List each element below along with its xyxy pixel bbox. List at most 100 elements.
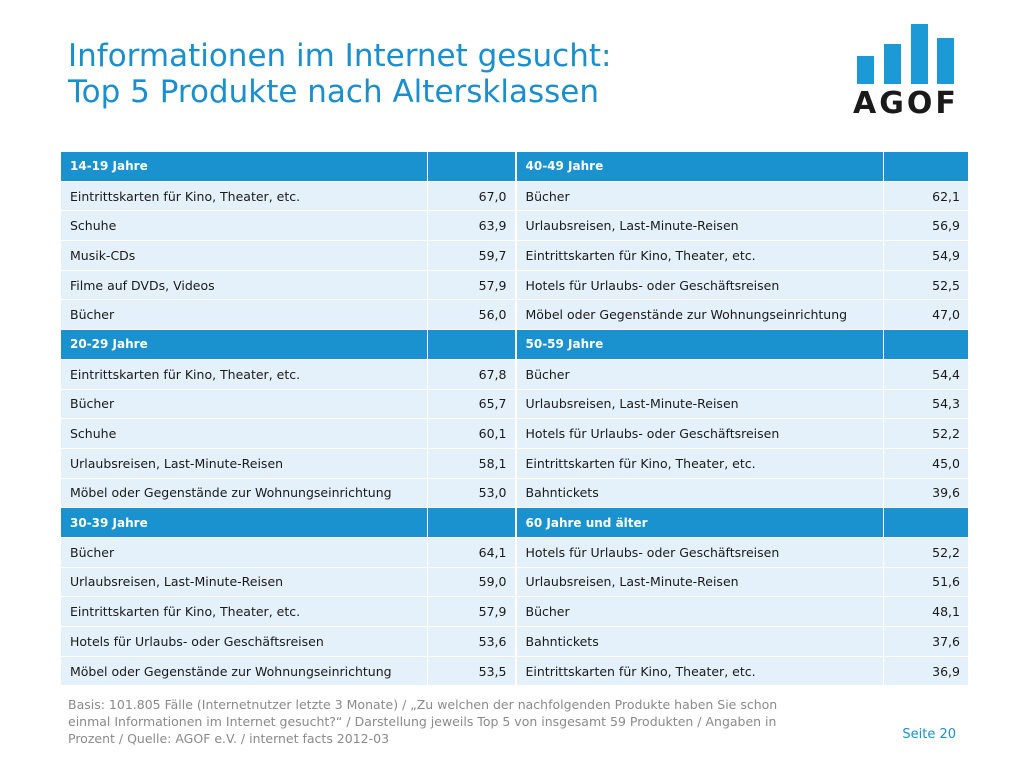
table-row: Eintrittskarten für Kino, Theater, etc. 5… [60,596,969,627]
left-product-name: Hotels für Urlaubs- oder Geschäftsreisen [60,626,428,657]
left-age-group-label: 14-19 Jahre [60,151,428,182]
section-header-row: 20-29 Jahre 50-59 Jahre [60,329,969,360]
right-product-name: Hotels für Urlaubs- oder Geschäftsreisen [515,269,884,301]
left-product-name: Möbel oder Gegenstände zur Wohnungseinri… [60,477,428,509]
right-product-value: 37,6 [883,626,969,657]
left-product-name: Filme auf DVDs, Videos [60,269,428,301]
right-product-name: Bücher [515,358,884,390]
right-product-name: Bahntickets [515,477,884,509]
left-product-name: Bücher [60,536,428,568]
table-row: Musik-CDs 59,7 Eintrittskarten für Kino, T… [60,240,969,271]
left-product-value: 57,9 [427,269,517,301]
left-product-value: 53,6 [427,626,517,657]
left-age-group-label: 30-39 Jahre [60,507,428,538]
table-row: Bücher 65,7 Urlaubsreisen, Last-Minute-Rei… [60,388,969,420]
right-product-name: Urlaubsreisen, Last-Minute-Reisen [515,210,884,242]
left-product-name: Bücher [60,388,428,420]
logo-text: AGOF [853,86,959,121]
table-row: Eintrittskarten für Kino, Theater, etc. 6… [60,358,969,390]
left-product-name: Urlaubsreisen, Last-Minute-Reisen [60,447,428,479]
left-product-value: 53,5 [427,655,517,687]
table-row: Bücher 64,1 Hotels für Urlaubs- oder Gesch… [60,536,969,568]
left-product-value: 60,1 [427,418,517,449]
right-product-name: Eintrittskarten für Kino, Theater, etc. [515,655,884,687]
footnote: Basis: 101.805 Fälle (Internetnutzer let… [68,696,828,747]
left-header-spacer [427,507,517,538]
section-header-row: 14-19 Jahre 40-49 Jahre [60,151,969,182]
right-product-value: 62,1 [883,180,969,212]
table-row: Schuhe 63,9 Urlaubsreisen, Last-Minute-Rei… [60,210,969,242]
left-product-value: 57,9 [427,596,517,627]
left-product-name: Möbel oder Gegenstände zur Wohnungseinri… [60,655,428,687]
section-header-row: 30-39 Jahre 60 Jahre und älter [60,507,969,538]
table-row: Schuhe 60,1 Hotels für Urlaubs- oder Gesch… [60,418,969,449]
left-product-value: 65,7 [427,388,517,420]
right-product-name: Urlaubsreisen, Last-Minute-Reisen [515,388,884,420]
right-age-group-label: 40-49 Jahre [515,151,884,182]
right-product-name: Eintrittskarten für Kino, Theater, etc. [515,240,884,271]
table-row: Urlaubsreisen, Last-Minute-Reisen 58,1 Ein… [60,447,969,479]
footnote-line-3: Prozent / Quelle: AGOF e.V. / internet f… [68,731,390,746]
right-age-group-label: 50-59 Jahre [515,329,884,360]
right-product-value: 52,5 [883,269,969,301]
left-product-name: Eintrittskarten für Kino, Theater, etc. [60,358,428,390]
left-product-name: Eintrittskarten für Kino, Theater, etc. [60,596,428,627]
page-title: Informationen im Internet gesucht: Top 5… [68,38,611,110]
table-row: Eintrittskarten für Kino, Theater, etc. 6… [60,180,969,212]
left-product-name: Eintrittskarten für Kino, Theater, etc. [60,180,428,212]
table-body: 14-19 Jahre 40-49 Jahre Eintrittskarten fü… [60,151,969,687]
right-product-name: Urlaubsreisen, Last-Minute-Reisen [515,566,884,598]
left-product-value: 63,9 [427,210,517,242]
left-product-value: 64,1 [427,536,517,568]
right-header-spacer [883,329,969,360]
age-group-table: 14-19 Jahre 40-49 Jahre Eintrittskarten fü… [60,151,969,687]
logo-bar-1 [857,56,874,84]
title-line-2: Top 5 Produkte nach Altersklassen [68,74,599,110]
title-line-1: Informationen im Internet gesucht: [68,38,612,74]
right-product-value: 52,2 [883,418,969,449]
left-header-spacer [427,151,517,182]
left-product-value: 67,8 [427,358,517,390]
left-product-value: 53,0 [427,477,517,509]
right-product-value: 36,9 [883,655,969,687]
table-row: Hotels für Urlaubs- oder Geschäftsreisen… [60,626,969,657]
logo-bar-3 [911,24,928,84]
right-product-value: 52,2 [883,536,969,568]
right-product-value: 47,0 [883,299,969,331]
page-number: Seite 20 [902,727,956,742]
right-product-name: Hotels für Urlaubs- oder Geschäftsreisen [515,536,884,568]
left-product-name: Musik-CDs [60,240,428,271]
right-product-name: Eintrittskarten für Kino, Theater, etc. [515,447,884,479]
right-product-value: 48,1 [883,596,969,627]
right-product-value: 45,0 [883,447,969,479]
right-product-value: 54,3 [883,388,969,420]
table-row: Urlaubsreisen, Last-Minute-Reisen 59,0 Url… [60,566,969,598]
footnote-line-2: einmal Informationen im Internet gesucht… [68,714,777,729]
right-product-name: Bücher [515,596,884,627]
logo-bar-2 [884,44,901,84]
left-product-name: Urlaubsreisen, Last-Minute-Reisen [60,566,428,598]
left-product-value: 59,7 [427,240,517,271]
left-product-name: Bücher [60,299,428,331]
logo-bar-4 [937,38,954,84]
left-product-name: Schuhe [60,418,428,449]
left-age-group-label: 20-29 Jahre [60,329,428,360]
left-product-value: 67,0 [427,180,517,212]
right-product-name: Möbel oder Gegenstände zur Wohnungseinri… [515,299,884,331]
right-header-spacer [883,507,969,538]
right-product-name: Hotels für Urlaubs- oder Geschäftsreisen [515,418,884,449]
right-product-name: Bücher [515,180,884,212]
left-header-spacer [427,329,517,360]
table-row: Filme auf DVDs, Videos 57,9 Hotels für Url… [60,269,969,301]
table-row: Möbel oder Gegenstände zur Wohnungseinri… [60,655,969,687]
right-product-value: 54,4 [883,358,969,390]
left-product-value: 59,0 [427,566,517,598]
table-row: Bücher 56,0 Möbel oder Gegenstände zur Woh… [60,299,969,331]
left-product-value: 58,1 [427,447,517,479]
left-product-value: 56,0 [427,299,517,331]
right-product-value: 56,9 [883,210,969,242]
left-product-name: Schuhe [60,210,428,242]
right-product-value: 54,9 [883,240,969,271]
footnote-line-1: Basis: 101.805 Fälle (Internetnutzer let… [68,697,778,712]
right-product-value: 39,6 [883,477,969,509]
